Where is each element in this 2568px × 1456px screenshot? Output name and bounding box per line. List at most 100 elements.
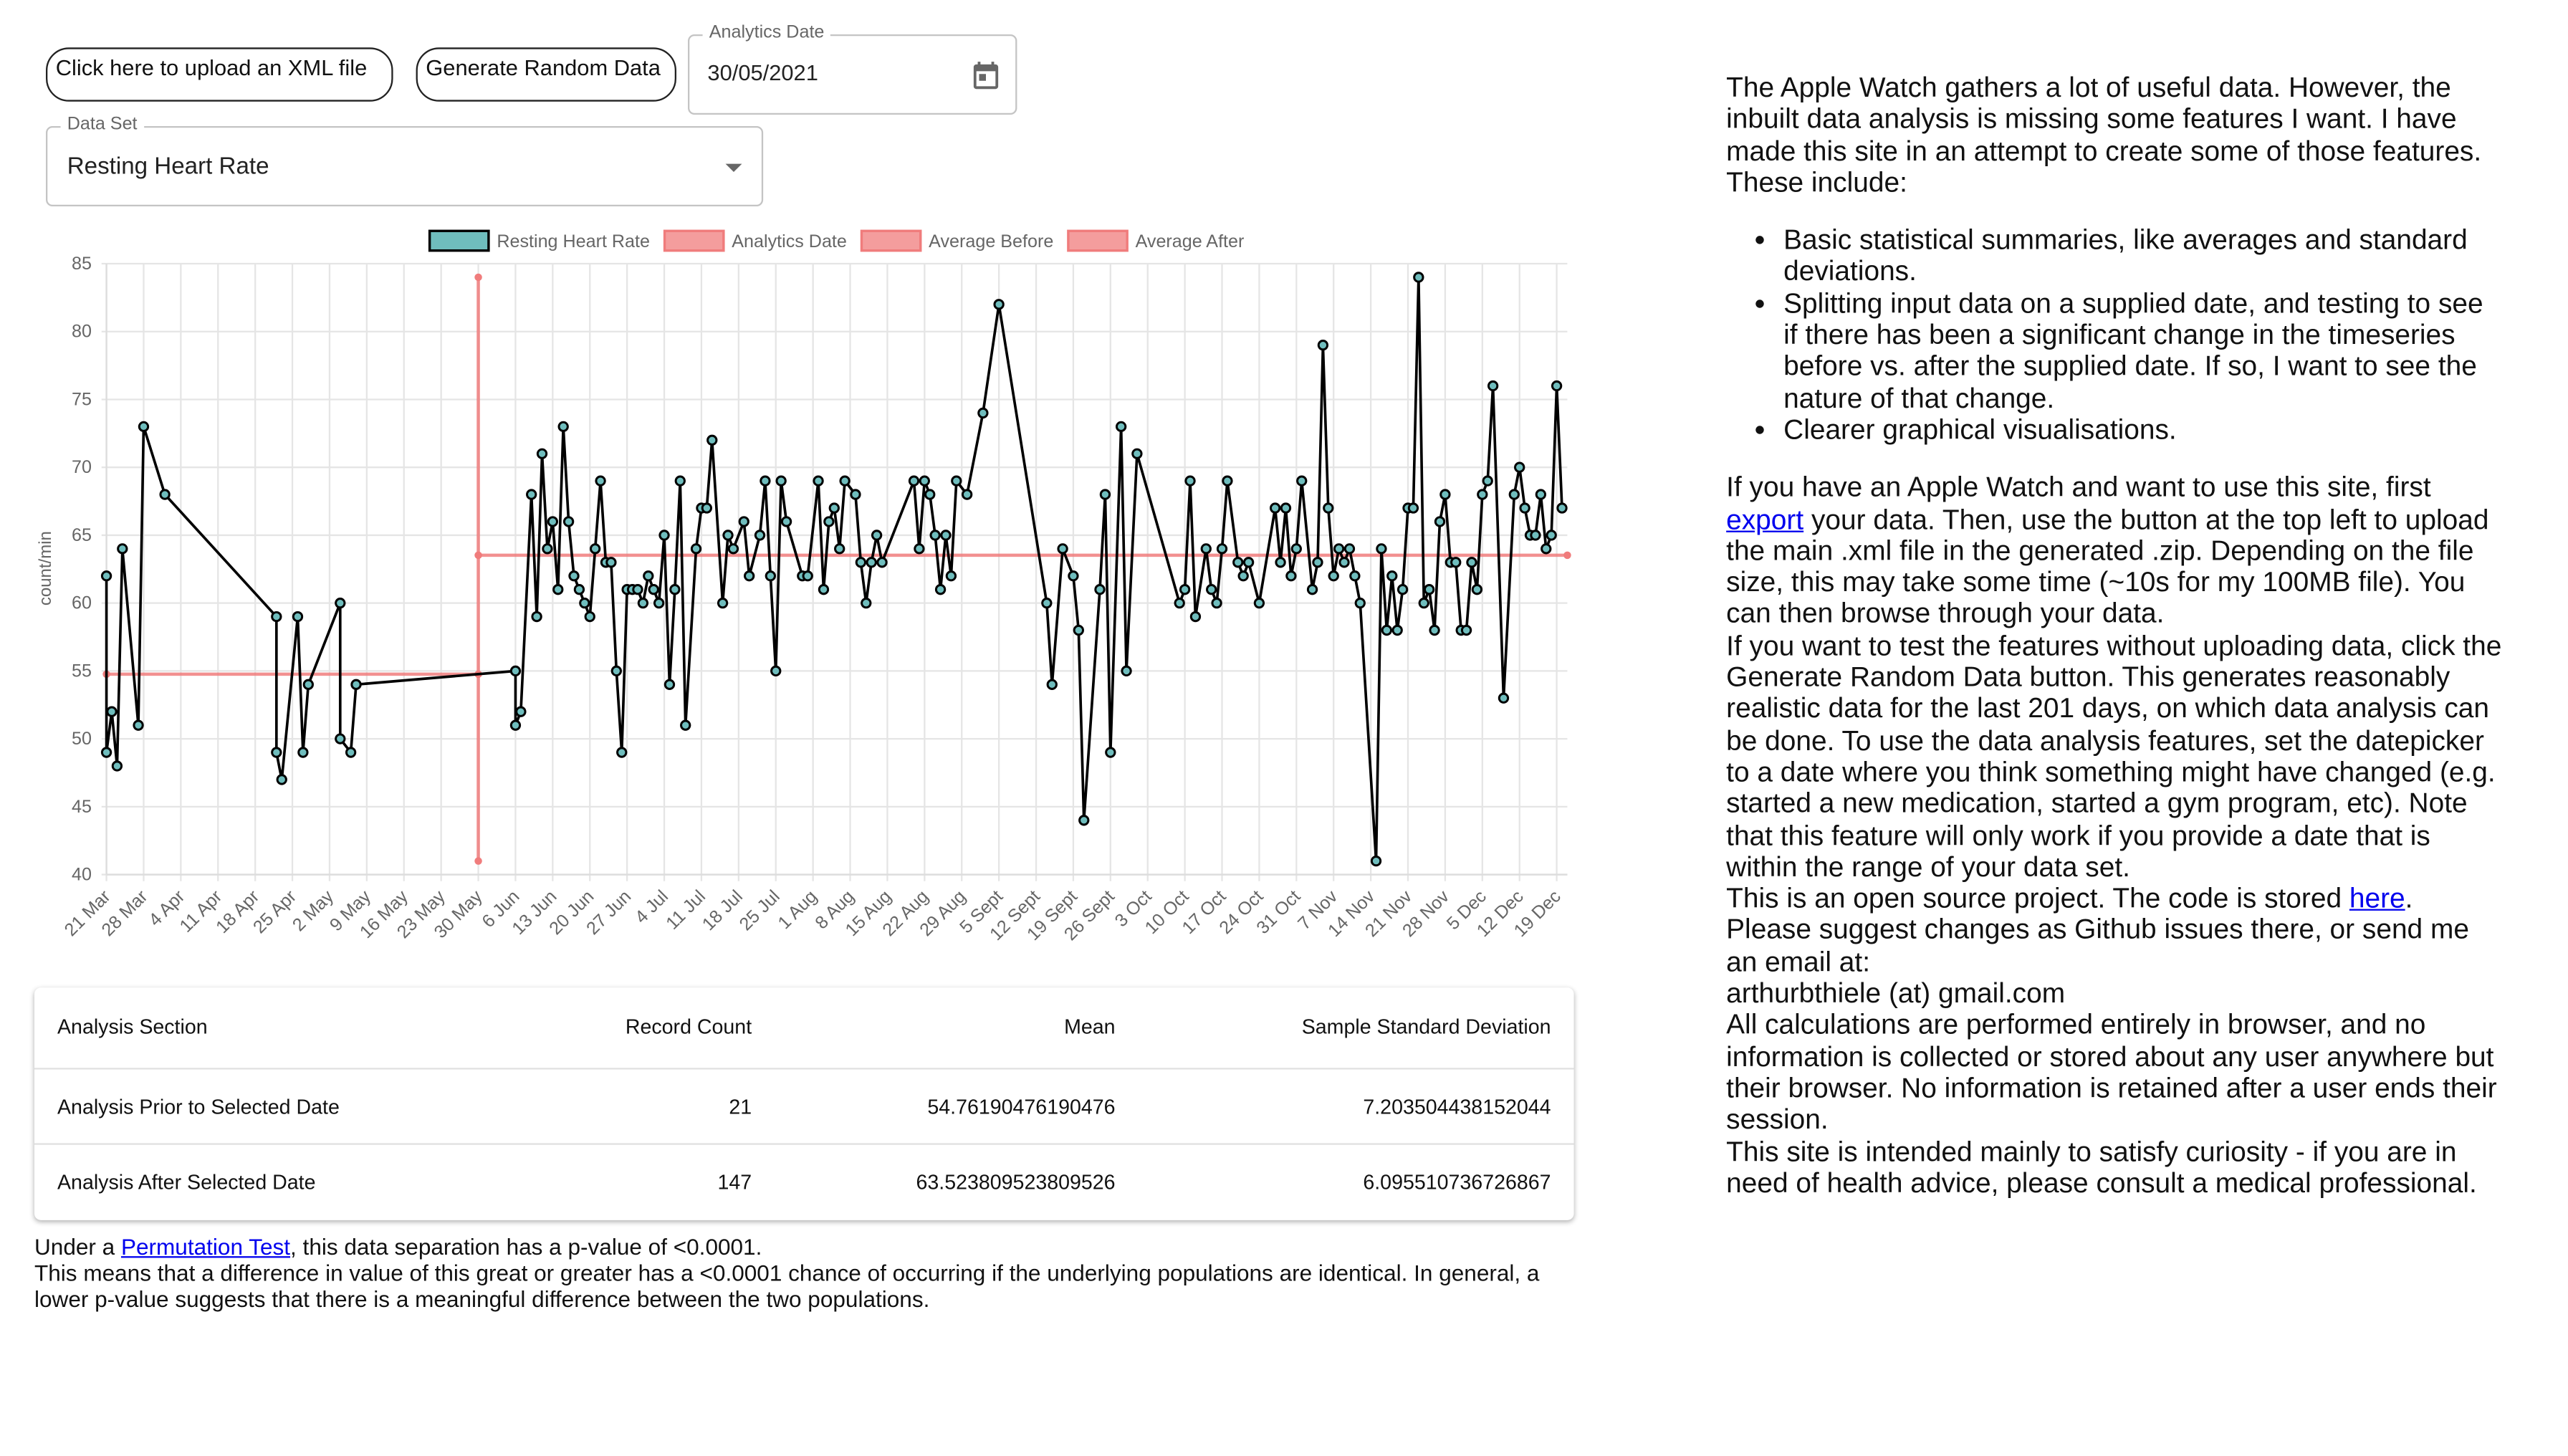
data-point: [1407, 502, 1419, 514]
data-point: [159, 489, 171, 500]
data-point: [595, 475, 606, 487]
data-point: [765, 570, 776, 582]
data-point: [557, 421, 569, 433]
data-point: [335, 733, 346, 744]
dataset-value: Resting Heart Rate: [67, 153, 269, 181]
data-point: [850, 489, 861, 500]
cell: 54.76190476190476: [927, 1096, 1116, 1119]
feature: Splitting input data on a supplied date,…: [1783, 288, 2504, 414]
data-point: [1312, 557, 1323, 568]
feature: Clearer graphical visualisations.: [1783, 414, 2504, 446]
data-point: [648, 584, 659, 595]
data-point: [111, 760, 123, 772]
data-point: [1349, 570, 1361, 582]
data-point: [552, 584, 564, 595]
calendar-icon[interactable]: [969, 59, 1002, 92]
export-link[interactable]: export: [1726, 503, 1804, 535]
data-point: [1184, 475, 1196, 487]
data-point: [951, 475, 962, 487]
data-point: [276, 774, 287, 785]
data-point: [813, 475, 824, 487]
data-point: [1386, 570, 1398, 582]
data-point: [940, 530, 952, 541]
data-point: [754, 530, 766, 541]
text: If you have an Apple Watch and want to u…: [1726, 471, 2431, 504]
data-point: [1306, 584, 1318, 595]
data-point: [547, 516, 559, 527]
data-point: [568, 570, 580, 582]
data-point: [474, 857, 482, 865]
data-point: [738, 516, 749, 527]
data-point: [509, 665, 522, 677]
data-point: [1535, 489, 1547, 500]
data-point: [727, 543, 739, 555]
data-point: [760, 475, 771, 487]
data-point: [1296, 475, 1308, 487]
data-point: [100, 747, 112, 758]
data-point: [861, 597, 872, 609]
data-point: [1439, 489, 1451, 500]
data-point: [818, 584, 830, 595]
data-point: [1460, 624, 1472, 636]
data-point: [1269, 502, 1281, 514]
y-tick-label: 50: [72, 729, 92, 749]
data-point: [106, 706, 118, 717]
dataset-label: Data Set: [60, 114, 144, 135]
data-point: [1174, 597, 1185, 609]
data-point: [914, 543, 925, 555]
data-point: [1370, 855, 1382, 867]
data-point: [1275, 557, 1286, 568]
source: This is an open source project. The code…: [1726, 883, 2504, 977]
feature: Basic statistical summaries, like averag…: [1783, 225, 2504, 288]
data-point: [637, 597, 649, 609]
x-tick-label: 25 Jul: [736, 886, 784, 934]
data-point: [780, 516, 792, 527]
data-point: [509, 719, 522, 731]
data-point: [474, 273, 482, 282]
data-point: [1508, 489, 1520, 500]
data-point: [802, 570, 813, 582]
about-panel: The Apple Watch gathers a lot of useful …: [1726, 72, 2504, 1199]
data-point: [643, 570, 654, 582]
data-point: [536, 448, 548, 459]
data-point: [1057, 543, 1068, 555]
legend-item: Resting Heart Rate: [428, 229, 650, 252]
usage: If you have an Apple Watch and want to u…: [1726, 472, 2504, 631]
feature-list: Basic statistical summaries, like averag…: [1726, 225, 2504, 446]
y-tick-label: 65: [72, 525, 92, 545]
data-point: [961, 489, 973, 500]
data-point: [1280, 502, 1292, 514]
code-link[interactable]: here: [2349, 883, 2405, 914]
y-tick-label: 45: [72, 797, 92, 817]
data-point: [1099, 489, 1111, 500]
text: Under a: [34, 1235, 121, 1260]
data-point: [977, 407, 989, 419]
data-point: [1471, 584, 1483, 595]
upload-button[interactable]: Click here to upload an XML file: [45, 47, 393, 102]
data-point: [945, 570, 957, 582]
data-point: [722, 530, 734, 541]
data-point: [924, 489, 936, 500]
data-point: [658, 530, 670, 541]
data-point: [1541, 543, 1552, 555]
header-cell: Sample Standard Deviation: [1301, 1015, 1551, 1039]
dataset-select[interactable]: Data Set Resting Heart Rate: [45, 114, 764, 206]
data-point: [1551, 380, 1563, 392]
data-point: [1237, 570, 1249, 582]
data-point: [1514, 461, 1525, 473]
data-point: [1477, 489, 1488, 500]
y-tick-label: 80: [72, 322, 92, 342]
random-button[interactable]: Generate Random Data: [416, 47, 676, 102]
data-point: [297, 747, 309, 758]
x-tick-label: 11 Jul: [662, 886, 709, 934]
y-tick-label: 40: [72, 865, 92, 885]
data-point: [1242, 557, 1255, 568]
permutation-link[interactable]: Permutation Test: [120, 1235, 291, 1260]
date-field[interactable]: Analytics Date 30/05/2021: [687, 22, 1017, 115]
y-axis-label: count/min: [36, 531, 55, 605]
data-point: [1413, 272, 1424, 283]
data-point: [1041, 597, 1053, 609]
legend-swatch: [663, 229, 725, 252]
data-point: [876, 557, 888, 568]
